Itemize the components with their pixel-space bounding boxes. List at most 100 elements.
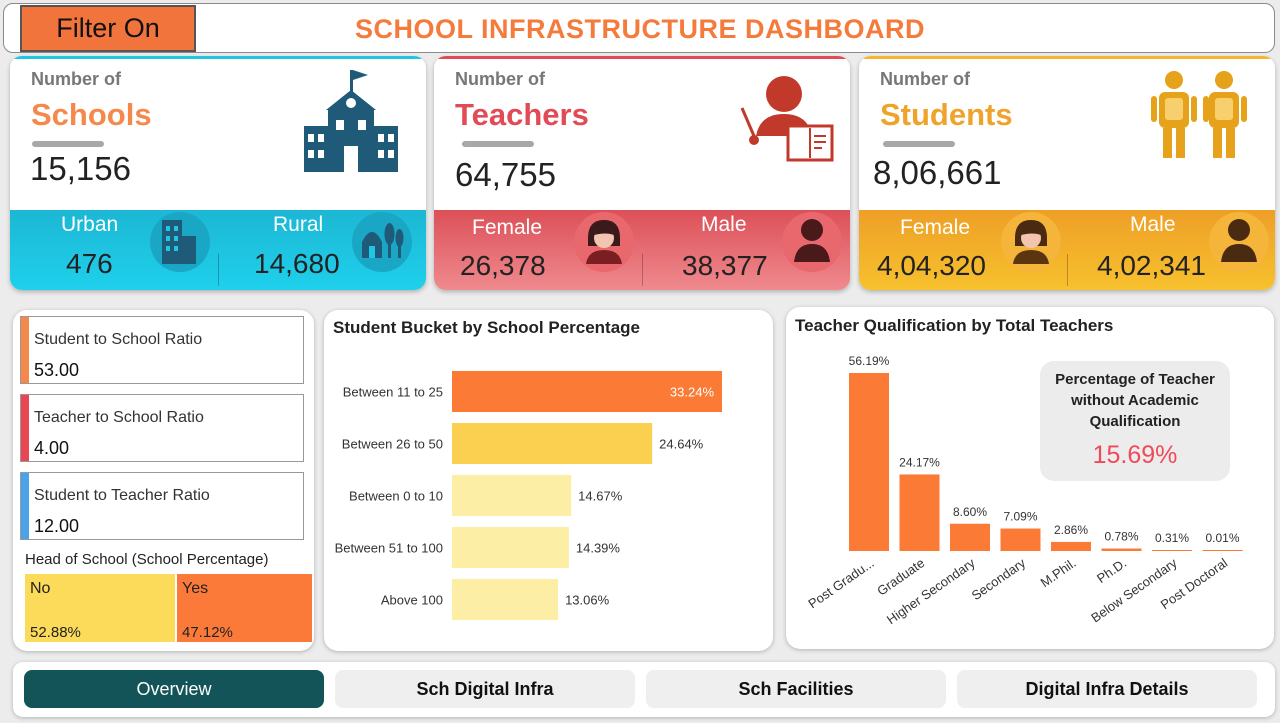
- students-icon: [1151, 71, 1247, 158]
- students-label: Students: [880, 97, 1013, 132]
- female-teacher-icon: [586, 220, 622, 264]
- schools-card: Number of Schools 15,156 Urban 476: [10, 56, 426, 290]
- band-separator: [1067, 254, 1068, 286]
- category-label: Above 100: [381, 593, 443, 608]
- data-label: 0.31%: [1155, 531, 1189, 545]
- data-label: 0.78%: [1104, 530, 1138, 544]
- category-label: Between 51 to 100: [335, 541, 443, 556]
- teachers-total: 64,755: [455, 156, 556, 193]
- student-teacher-ratio-card: Student to Teacher Ratio 12.00: [20, 472, 304, 540]
- teacher-qualification-chart-panel: Teacher Qualification by Total Teachers …: [786, 307, 1274, 649]
- ratio-label: Student to School Ratio: [34, 331, 203, 348]
- teachers-label-small: Number of: [455, 69, 545, 89]
- label-underline: [32, 141, 104, 147]
- schools-total: 15,156: [30, 150, 131, 187]
- ratio-color-strip: [21, 317, 29, 383]
- male-teacher-icon: [794, 219, 830, 262]
- bar: [849, 373, 889, 551]
- students-female-label: Female: [900, 216, 971, 239]
- header-bar: Filter On SCHOOL INFRASTRUCTURE DASHBOAR…: [3, 3, 1275, 53]
- female-student-icon: [1013, 220, 1049, 264]
- ratio-color-strip: [21, 395, 29, 461]
- teachers-male-label: Male: [701, 213, 747, 236]
- tab-sch-digital-infra[interactable]: Sch Digital Infra: [335, 670, 635, 708]
- head-of-school-title: Head of School (School Percentage): [25, 551, 269, 568]
- student-bucket-chart-panel: Student Bucket by School Percentage Betw…: [324, 310, 773, 651]
- data-label: 0.01%: [1205, 531, 1239, 545]
- label-underline: [883, 141, 955, 147]
- teacher-qualification-bar-chart: 56.19%Post Gradu...24.17%Graduate8.60%Hi…: [805, 354, 1243, 627]
- bar: [1101, 548, 1142, 551]
- chart-title: Student Bucket by School Percentage: [333, 318, 641, 337]
- bar: [452, 371, 722, 412]
- students-breakdown-band: Female 4,04,320 Male 4,02,341: [859, 210, 1275, 290]
- students-card: Number of Students 8,06,661 Female 4,04,…: [859, 56, 1275, 290]
- students-female-value: 4,04,320: [877, 250, 986, 281]
- schools-breakdown-band: Urban 476 Rural 14,680: [10, 210, 426, 290]
- bar: [452, 423, 653, 464]
- teacher-school-ratio-card: Teacher to School Ratio 4.00: [20, 394, 304, 462]
- ratio-label: Teacher to School Ratio: [34, 409, 204, 426]
- bar: [950, 523, 990, 551]
- bar: [1051, 541, 1091, 551]
- bar: [1202, 550, 1243, 551]
- callout-title: Percentage of Teacher without Academic Q…: [1055, 371, 1215, 430]
- data-label: 56.19%: [849, 354, 890, 368]
- data-label: 24.17%: [899, 455, 940, 469]
- tab-digital-infra-details[interactable]: Digital Infra Details: [957, 670, 1257, 708]
- yes-label: Yes: [182, 580, 209, 597]
- category-label: Between 26 to 50: [342, 437, 443, 452]
- male-student-icon: [1221, 219, 1257, 262]
- bar: [452, 527, 569, 568]
- teachers-female-value: 26,378: [460, 250, 546, 281]
- teachers-card: Number of Teachers 64,755 Female 26,378 …: [434, 56, 850, 290]
- label-underline: [462, 141, 534, 147]
- data-label: 33.24%: [670, 385, 715, 400]
- urban-value: 476: [66, 248, 113, 279]
- head-of-school-no-block[interactable]: No 52.88%: [25, 574, 175, 642]
- data-label: 14.67%: [578, 489, 623, 504]
- ratio-value: 12.00: [34, 516, 80, 536]
- student-bucket-bar-chart: Between 11 to 25 33.24% Between 26 to 50 24…: [335, 371, 722, 620]
- data-label: 24.64%: [659, 437, 704, 452]
- students-label-small: Number of: [880, 69, 970, 89]
- band-separator: [642, 254, 643, 286]
- card-top-line: [10, 56, 426, 59]
- chart-title: Teacher Qualification by Total Teachers: [795, 316, 1114, 335]
- head-of-school-yes-block[interactable]: Yes 47.12%: [177, 574, 312, 642]
- category-label: Higher Secondary: [884, 555, 978, 627]
- bar: [452, 475, 572, 516]
- data-label: 13.06%: [565, 593, 610, 608]
- no-value: 52.88%: [30, 624, 81, 641]
- ratios-panel: Student to School Ratio 53.00 Teacher to…: [13, 310, 314, 651]
- data-label: 2.86%: [1054, 523, 1088, 537]
- no-label: No: [30, 580, 51, 597]
- school-building-icon: [304, 70, 398, 172]
- band-separator: [218, 254, 219, 286]
- category-label: Below Secondary: [1088, 555, 1180, 626]
- tab-overview[interactable]: Overview: [24, 670, 324, 708]
- teachers-label: Teachers: [455, 97, 589, 132]
- bar: [1000, 528, 1041, 551]
- card-top-line: [434, 56, 850, 59]
- schools-label-small: Number of: [31, 69, 121, 89]
- data-label: 8.60%: [953, 505, 987, 519]
- bar: [1152, 550, 1192, 551]
- teachers-female-label: Female: [472, 216, 543, 239]
- students-male-value: 4,02,341: [1097, 250, 1206, 281]
- bar: [899, 474, 940, 551]
- teachers-breakdown-band: Female 26,378 Male 38,377: [434, 210, 850, 290]
- student-school-ratio-card: Student to School Ratio 53.00: [20, 316, 304, 384]
- filter-on-button[interactable]: Filter On: [20, 5, 196, 52]
- schools-label: Schools: [31, 97, 152, 132]
- ratio-color-strip: [21, 473, 29, 539]
- rural-value: 14,680: [254, 248, 340, 279]
- callout-value: 15.69%: [1092, 441, 1178, 469]
- students-male-label: Male: [1130, 213, 1176, 236]
- card-top-line: [859, 56, 1275, 59]
- tab-sch-facilities[interactable]: Sch Facilities: [646, 670, 946, 708]
- rural-house-icon: [362, 223, 404, 258]
- teachers-male-value: 38,377: [682, 250, 768, 281]
- urban-label: Urban: [61, 213, 119, 236]
- category-label: Secondary: [969, 555, 1029, 603]
